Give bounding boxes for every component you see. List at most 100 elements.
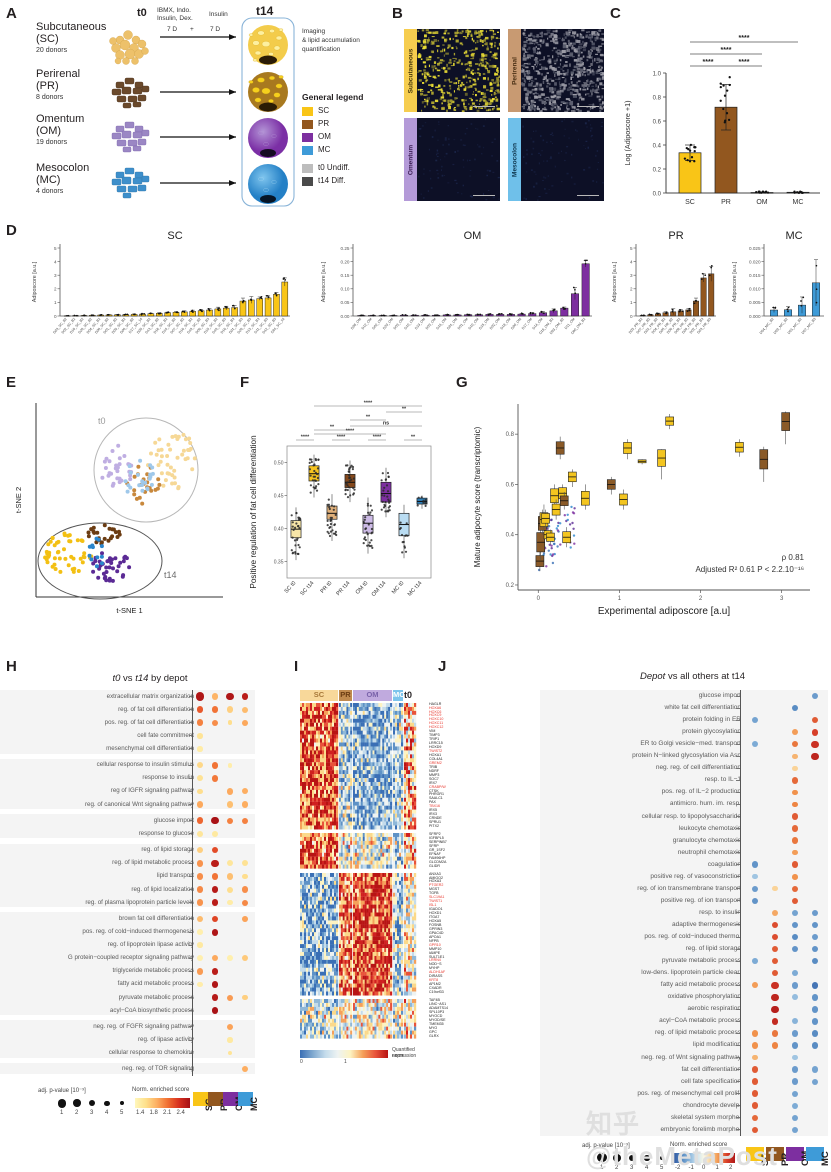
panel-j-row-label: acyl−CoA metabolic process [659,1017,741,1024]
panel-h-dot [212,775,218,781]
panel-j-row-label: reg. of ion transmembrane transport [637,885,741,892]
tissue-clump-om [112,122,149,152]
svg-text:0.015: 0.015 [749,273,761,278]
panelD-SC-bar-25 [273,294,279,316]
panel-j-axis-spine [740,690,741,1136]
panel-h-nes-colorbar [135,1098,190,1108]
panel-h-dot [197,789,203,795]
tissue-clump-sc [110,31,149,65]
panel-h-dot [227,788,233,794]
panel-j-row-label: positive reg. of vasoconstriction [650,873,741,880]
svg-text:0.10: 0.10 [341,287,350,292]
svg-text:**: ** [366,414,371,420]
svg-text:0: 0 [537,596,541,602]
panel-j-dot [752,1055,757,1060]
panel-h-dot [212,929,219,936]
panel-f-xtick-4: OM t0 [355,580,370,595]
panel-h-title-p1: vs [120,673,135,684]
panel-h-legend-p-title: adj. p-value [10⁻ˣ] [38,1087,86,1094]
panel-i-colorbar-label-2: expression [392,1053,416,1059]
panel-b-label-text-0: Subcutaneous [407,48,414,93]
panel-h-row-label: reg of IGFR signaling pathway [111,787,194,794]
panel-j-dot [792,1042,799,1049]
panel-f-xtick-5: OM t14 [371,580,388,598]
panel-j-row-label: granulocyte chemotaxis [673,837,741,844]
panel-h-dot [212,831,218,837]
svg-text:3: 3 [630,273,633,278]
panel-h-dot [242,916,248,922]
panel-j-dot [792,802,798,808]
legend-swatch-t0 [302,164,313,173]
panel-j-row-label: lipid modification [693,1041,741,1048]
panel-j-dot [812,1066,818,1072]
panel-f-xtick-6: MC t0 [391,580,405,595]
panel-j-dot [752,958,758,964]
panel-j-row-label: neg. reg. of cell differentiation [656,764,741,771]
svg-text:0.0: 0.0 [653,191,662,197]
panelD-PR-bar-8 [701,278,706,316]
panel-h-row-label: pos. reg. of fat cell differentiation [105,719,194,726]
panel-h-row-label: acyl−CoA biosynthetic process [110,1007,194,1014]
panel-f-xtick-2: PR t0 [320,580,334,594]
panel-h-dot [212,873,219,880]
panel-j-dot [792,777,798,783]
svg-text:0.6: 0.6 [653,119,662,125]
panel-b-label-text-1: Perirenal [511,57,518,85]
panel-h-legend-ptick-4: 4 [105,1110,108,1116]
panel-h-legend-nestick-1.8: 1.8 [150,1110,158,1116]
panel-label-h: H [6,658,17,675]
panel-j-dot [792,1055,797,1060]
panel-f-xtick-1: SC t14 [300,580,316,597]
panel-j-row-label: reg. of lipid metabolic process [655,1029,741,1036]
panel-j-dot [792,813,799,820]
panel-j-dot [752,1066,758,1072]
svg-text:1: 1 [54,300,57,305]
panel-a-legend-title: General legend [302,92,363,102]
svg-text:0.05: 0.05 [341,300,350,305]
panel-j-row-label: protein folding in ER [682,716,741,723]
svg-text:1: 1 [618,596,622,602]
panel-j-dot [792,766,797,771]
panel-h-dot [212,706,219,713]
panel-h-row-label: cellular response to insulin stimulus [97,761,194,768]
panel-j-row-label: protein N−linked glycosylation via Asn [632,752,741,759]
panel-j-dot [772,1030,778,1036]
panel-h-dot [242,886,248,892]
panel-h-dot [227,873,233,879]
panel-f-xtick-0: SC t0 [284,580,298,594]
panel-j-dot [812,1006,819,1013]
legend-swatch-pr [302,120,313,129]
panel-h-row-label: triglyceride metabolic process [112,967,194,974]
svg-text:0.010: 0.010 [749,287,761,292]
panel-h-dot [211,817,218,824]
panel-h-dot [212,720,218,726]
panel-h-dot [197,860,204,867]
spheroid-pr [248,72,288,112]
panel-j-dot [752,1078,759,1085]
panel-h-col-label-MC: MC [249,1097,259,1111]
panel-j-row-label: antimicro. hum. im. resp. [670,800,741,807]
panel-label-b: B [392,5,403,22]
watermark: 知乎 @theMetaPost [586,1104,831,1172]
panel-b-scalebar-0 [473,106,495,108]
panel-h-dot [212,994,219,1001]
panel-h-row-label: reg. of plasma lipoprotein particle leve… [85,899,194,906]
panel-j-dot [792,837,798,843]
svg-text:2: 2 [699,596,703,602]
panel-j-dot [771,982,778,989]
panel-h-dot [227,706,233,712]
svg-text:0.005: 0.005 [749,300,761,305]
panel-h-row-label: neg. reg. of TOR signaling [122,1065,194,1072]
panel-i-heatmap-block-3 [300,999,427,1039]
panel-g-stats-rho: ρ 0.81 [782,553,805,562]
svg-text:5: 5 [630,246,633,251]
svg-text:0.35: 0.35 [274,559,284,565]
panel-h-dot [197,968,203,974]
panel-h-row-label: cellular response to chemokine [109,1049,194,1056]
tissue-clump-pr [112,78,149,108]
panel-h-row-label: reg. of lipid metabolic process [112,859,194,866]
